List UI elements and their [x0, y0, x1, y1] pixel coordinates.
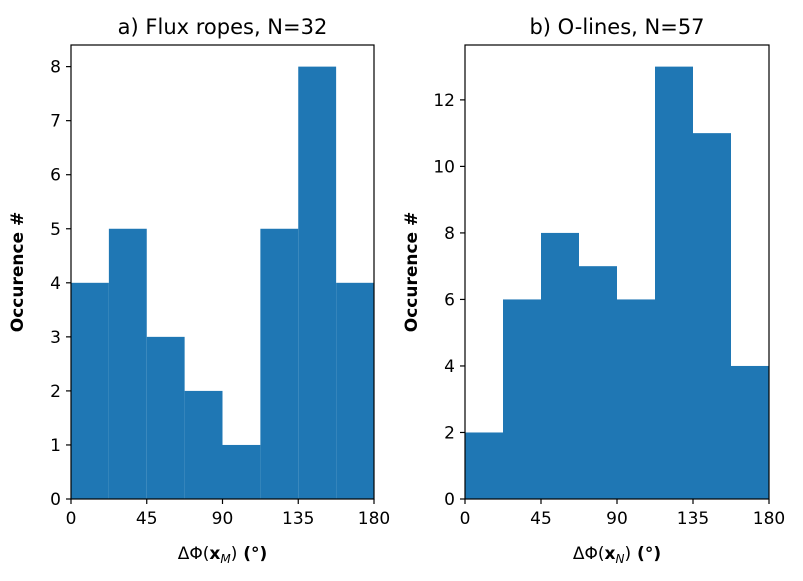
histogram-bar: [71, 282, 109, 499]
y-tick-label: 7: [50, 112, 61, 132]
x-label-suffix: ): [231, 544, 238, 564]
histogram-panel-o-lines: 0 45 90 135 180 0 2 4 6 8 10 12 b) O-lines, N=57 Occu…: [402, 15, 785, 566]
y-tick-label: 4: [444, 357, 455, 377]
histogram-bar: [731, 365, 769, 499]
x-tick-label: 45: [136, 509, 158, 529]
y-tick-label: 10: [433, 157, 455, 177]
y-tick-label: 2: [444, 423, 455, 443]
y-tick-label: 1: [50, 436, 61, 456]
chart-title: b) O-lines, N=57: [529, 15, 704, 39]
y-tick-label: 8: [50, 58, 61, 78]
x-label-suffix: ): [625, 544, 632, 564]
x-tick-label: 135: [677, 509, 709, 529]
y-tick-label: 0: [50, 490, 61, 510]
histogram-bar: [298, 66, 337, 499]
x-tick-label: 90: [212, 509, 234, 529]
y-tick-label: 6: [444, 290, 455, 310]
histogram-bar: [184, 390, 223, 499]
x-label-subscript: N: [616, 552, 625, 566]
histogram-bar: [465, 432, 503, 499]
x-axis-label: ΔΦ(xM) (°): [178, 544, 268, 566]
y-tick-label: 6: [50, 166, 61, 186]
histogram-bar: [655, 66, 693, 499]
y-tick-label: 2: [50, 382, 61, 402]
y-tick-label: 3: [50, 328, 61, 348]
histogram-bar: [336, 282, 374, 499]
x-tick-label: 90: [606, 509, 628, 529]
histogram-bar: [617, 299, 655, 499]
histogram-bar: [146, 336, 185, 499]
x-tick-label: 45: [530, 509, 552, 529]
x-label-unit: (°): [631, 544, 661, 564]
y-axis-label: Occurence #: [402, 212, 422, 333]
y-tick-label: 4: [50, 274, 61, 294]
x-label-subscript: M: [220, 552, 231, 566]
x-tick-label: 0: [460, 509, 471, 529]
x-tick-label: 180: [358, 509, 390, 529]
x-label-prefix: ΔΦ(: [178, 544, 210, 564]
histogram-bar: [222, 444, 261, 499]
x-tick-label: 180: [753, 509, 785, 529]
y-tick-label: 5: [50, 220, 61, 240]
histogram-bar: [503, 299, 541, 499]
histogram-bar: [693, 133, 731, 499]
x-tick-label: 0: [66, 509, 77, 529]
histogram-bar: [260, 228, 299, 499]
x-label-prefix: ΔΦ(: [573, 544, 605, 564]
x-axis-label: ΔΦ(xN) (°): [573, 544, 661, 566]
x-label-vector: x: [605, 544, 616, 564]
x-label-unit: (°): [237, 544, 267, 564]
y-axis-label: Occurence #: [8, 212, 28, 333]
x-tick-label: 135: [282, 509, 314, 529]
histogram-bar: [579, 266, 617, 499]
chart-title: a) Flux ropes, N=32: [118, 15, 328, 39]
y-tick-label: 8: [444, 224, 455, 244]
histogram-bar: [108, 228, 147, 499]
x-label-vector: x: [209, 544, 220, 564]
y-tick-label: 0: [444, 490, 455, 510]
y-tick-label: 12: [433, 91, 455, 111]
histogram-bar: [541, 232, 579, 499]
